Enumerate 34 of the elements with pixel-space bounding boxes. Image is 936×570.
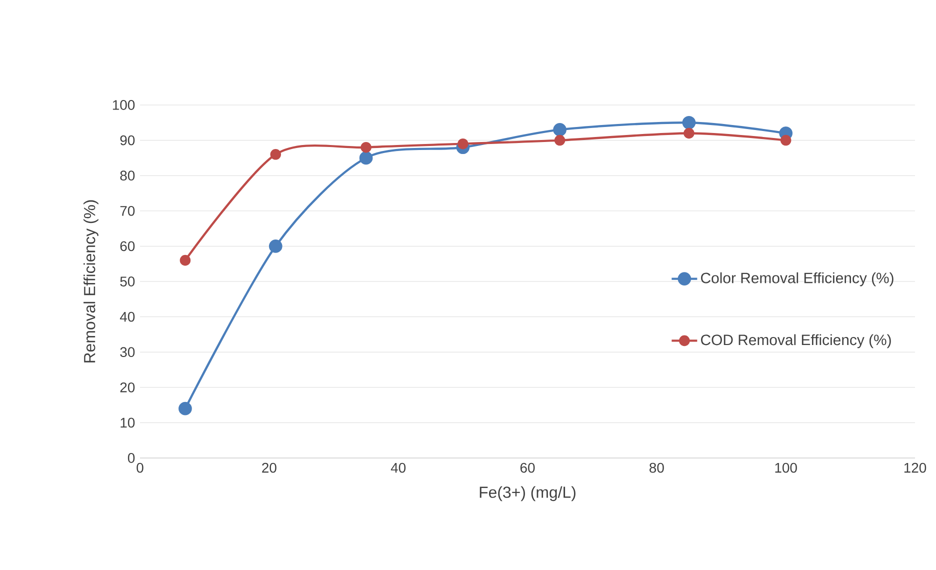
point (178, 402, 192, 416)
point (270, 149, 282, 160)
point (554, 134, 566, 146)
x-tick-label: 20 (262, 462, 276, 473)
legend-label: COD Removal Efficiency (%) (701, 334, 891, 348)
y-tick-label: 10 (120, 418, 135, 428)
point (780, 134, 792, 146)
y-tick-label: 20 (120, 382, 135, 392)
point (682, 116, 696, 130)
y-tick-label: 90 (120, 135, 135, 146)
y-tick-label: 0 (128, 453, 135, 463)
point (180, 254, 191, 266)
y-tick-label: 100 (112, 100, 135, 110)
point (360, 142, 372, 153)
point (268, 240, 282, 253)
x-tick-label: 0 (136, 462, 144, 473)
y-axis-title: Removal Efficiency (%) (84, 200, 98, 362)
x-tick-label: 40 (390, 462, 406, 473)
point (553, 123, 566, 136)
legend-label: Color Removal Efficiency (%) (701, 272, 894, 286)
point (684, 128, 694, 139)
x-axis-title: Fe(3+) (mg/L) (480, 486, 576, 502)
y-tick-label: 70 (120, 206, 135, 216)
y-tick-label: 50 (120, 276, 135, 286)
x-tick-label: 100 (775, 462, 797, 473)
y-tick-label: 40 (120, 312, 135, 322)
x-tick-label: 120 (904, 462, 926, 473)
point (458, 138, 468, 150)
y-tick-label: 30 (120, 347, 135, 358)
x-tick-label: 60 (520, 462, 535, 473)
y-tick-label: 60 (120, 241, 135, 252)
point (359, 151, 373, 165)
x-tick-label: 80 (650, 462, 664, 473)
y-tick-label: 80 (120, 170, 135, 181)
